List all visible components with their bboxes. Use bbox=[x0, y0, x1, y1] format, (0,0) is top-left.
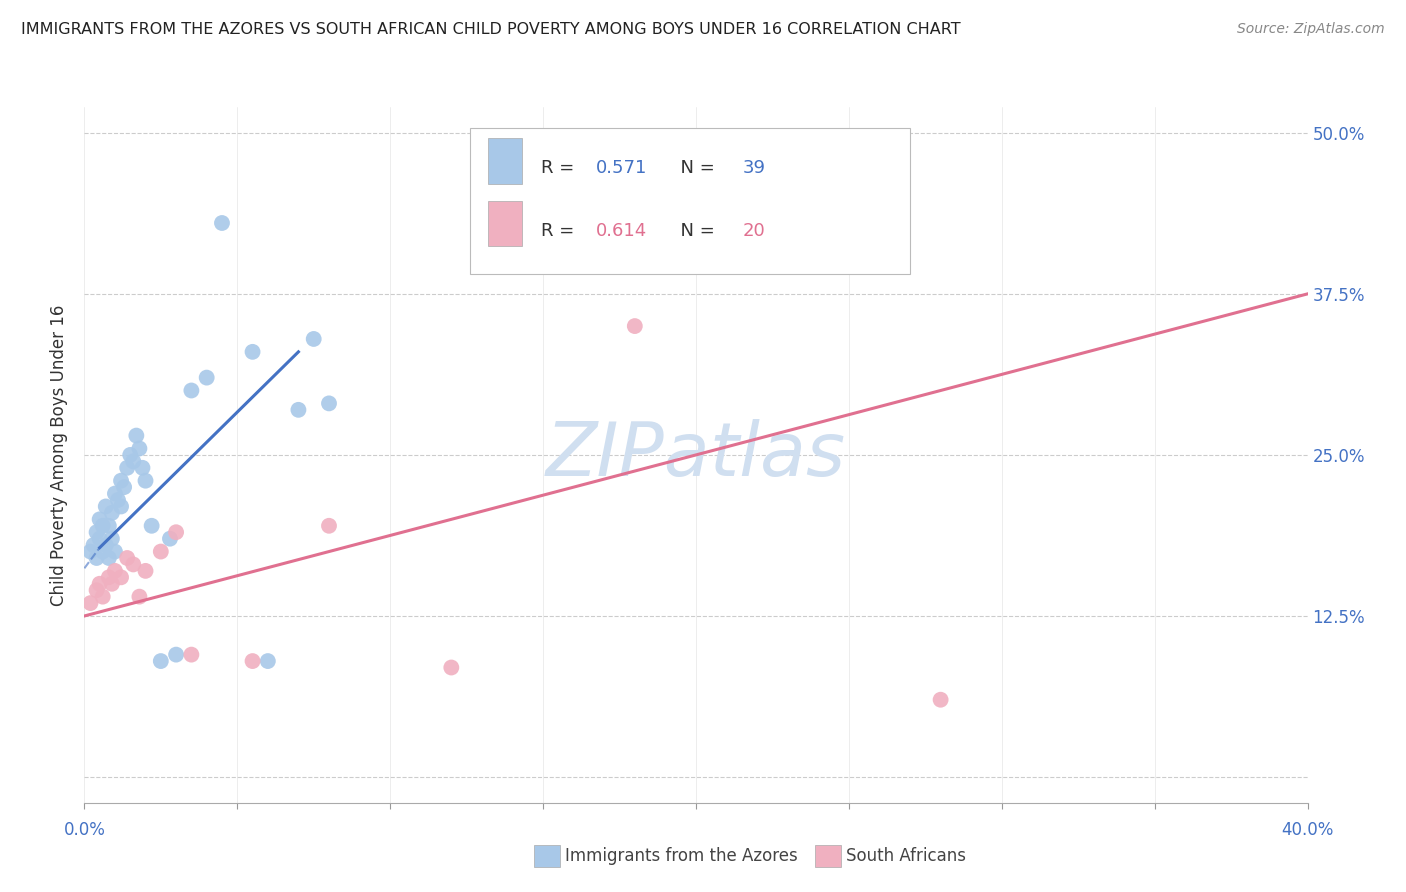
Text: R =: R = bbox=[541, 159, 579, 177]
Point bbox=[86, 525, 108, 540]
Text: N =: N = bbox=[669, 221, 720, 240]
Text: 0.571: 0.571 bbox=[596, 159, 647, 177]
Text: R =: R = bbox=[541, 221, 579, 240]
Point bbox=[180, 648, 202, 662]
Point bbox=[101, 576, 124, 591]
Point bbox=[159, 532, 181, 546]
Text: Source: ZipAtlas.com: Source: ZipAtlas.com bbox=[1237, 22, 1385, 37]
Point bbox=[115, 551, 138, 566]
Text: IMMIGRANTS FROM THE AZORES VS SOUTH AFRICAN CHILD POVERTY AMONG BOYS UNDER 16 CO: IMMIGRANTS FROM THE AZORES VS SOUTH AFRI… bbox=[21, 22, 960, 37]
Point bbox=[110, 474, 132, 488]
Point bbox=[97, 551, 120, 566]
FancyBboxPatch shape bbox=[488, 138, 522, 184]
Point bbox=[101, 506, 124, 520]
Point bbox=[242, 654, 264, 668]
Point bbox=[97, 570, 120, 584]
Text: Immigrants from the Azores: Immigrants from the Azores bbox=[565, 847, 799, 865]
Point bbox=[104, 486, 127, 500]
Point bbox=[104, 544, 127, 558]
Point bbox=[104, 564, 127, 578]
Point bbox=[180, 384, 202, 398]
Point bbox=[128, 590, 150, 604]
Point bbox=[83, 538, 105, 552]
Point bbox=[122, 454, 145, 468]
Point bbox=[122, 558, 145, 572]
Point bbox=[149, 544, 172, 558]
Point bbox=[165, 648, 187, 662]
Y-axis label: Child Poverty Among Boys Under 16: Child Poverty Among Boys Under 16 bbox=[51, 304, 69, 606]
Point bbox=[131, 460, 153, 475]
Point bbox=[89, 532, 111, 546]
Point bbox=[302, 332, 325, 346]
Text: 0.614: 0.614 bbox=[596, 221, 647, 240]
Point bbox=[128, 442, 150, 456]
Point bbox=[141, 518, 163, 533]
Point bbox=[112, 480, 135, 494]
Point bbox=[79, 544, 101, 558]
Point bbox=[195, 370, 218, 384]
Text: 0.0%: 0.0% bbox=[63, 821, 105, 839]
Point bbox=[287, 402, 309, 417]
Point bbox=[89, 512, 111, 526]
Point bbox=[91, 544, 114, 558]
Text: ZIPatlas: ZIPatlas bbox=[546, 419, 846, 491]
Point bbox=[318, 518, 340, 533]
Point bbox=[86, 583, 108, 598]
Point bbox=[165, 525, 187, 540]
Text: 40.0%: 40.0% bbox=[1281, 821, 1334, 839]
Text: South Africans: South Africans bbox=[846, 847, 966, 865]
Point bbox=[79, 596, 101, 610]
Point bbox=[440, 660, 463, 674]
Point bbox=[318, 396, 340, 410]
FancyBboxPatch shape bbox=[488, 201, 522, 246]
Point bbox=[110, 500, 132, 514]
Point bbox=[110, 570, 132, 584]
Point bbox=[242, 344, 264, 359]
Text: 20: 20 bbox=[742, 221, 765, 240]
Point bbox=[91, 518, 114, 533]
Point bbox=[94, 538, 117, 552]
Point bbox=[135, 564, 157, 578]
Point bbox=[86, 551, 108, 566]
FancyBboxPatch shape bbox=[470, 128, 910, 274]
Point bbox=[101, 532, 124, 546]
Point bbox=[91, 590, 114, 604]
Point bbox=[211, 216, 233, 230]
Point bbox=[94, 500, 117, 514]
Text: 39: 39 bbox=[742, 159, 765, 177]
Point bbox=[257, 654, 280, 668]
Point bbox=[107, 493, 129, 508]
Point bbox=[120, 448, 142, 462]
Point bbox=[115, 460, 138, 475]
Point bbox=[149, 654, 172, 668]
Point bbox=[97, 518, 120, 533]
Point bbox=[929, 692, 952, 706]
Point bbox=[135, 474, 157, 488]
Point bbox=[624, 319, 647, 334]
Point bbox=[89, 576, 111, 591]
Point bbox=[125, 428, 148, 442]
Text: N =: N = bbox=[669, 159, 720, 177]
